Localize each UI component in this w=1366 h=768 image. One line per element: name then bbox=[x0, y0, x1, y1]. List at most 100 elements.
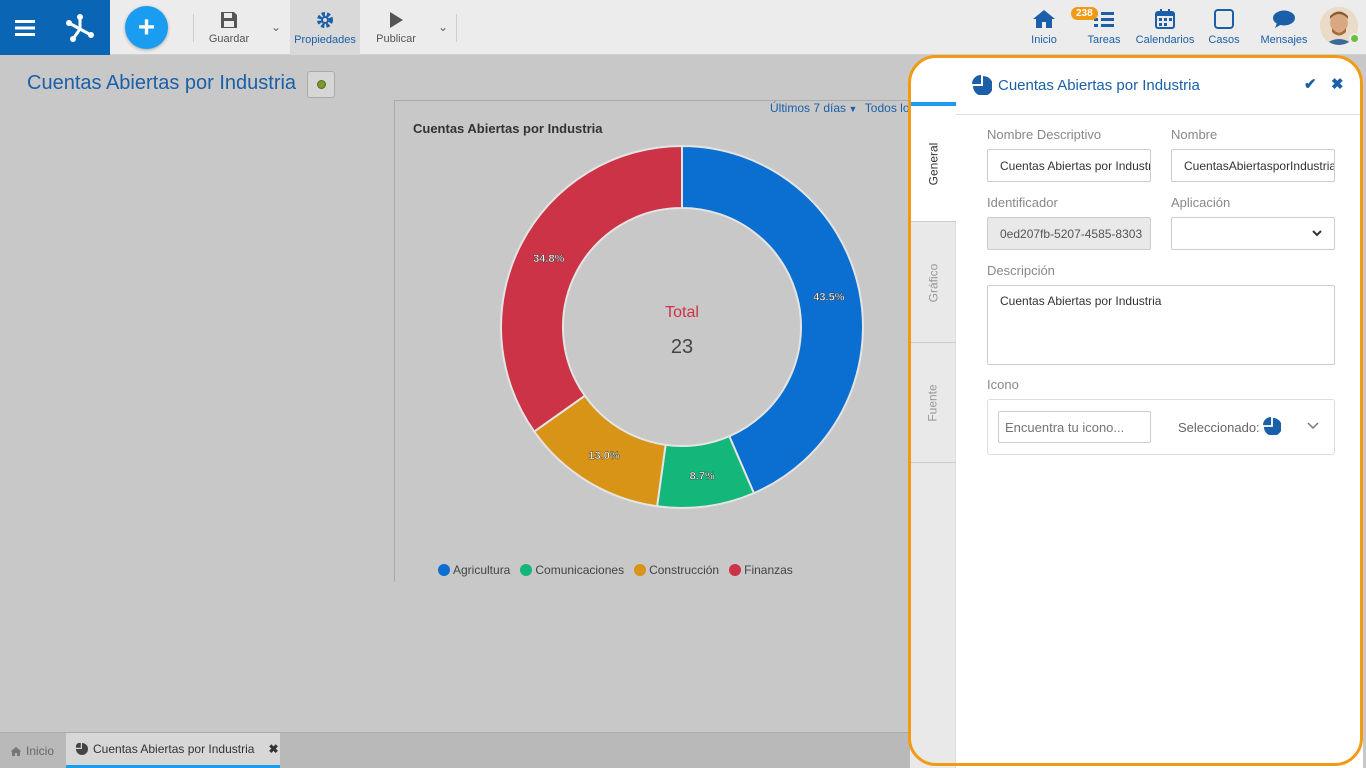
chevron-down-icon[interactable] bbox=[1307, 422, 1319, 430]
icon-selector: Seleccionado: bbox=[987, 399, 1335, 455]
icon-label: Icono bbox=[987, 377, 1019, 392]
publish-button[interactable]: Publicar bbox=[371, 0, 421, 55]
status-dot-icon bbox=[316, 80, 326, 89]
chart-panel bbox=[394, 100, 914, 582]
close-tab-icon[interactable]: ✖ bbox=[268, 742, 279, 756]
properties-title: Cuentas Abiertas por Industria bbox=[998, 77, 1200, 94]
online-status-dot bbox=[1349, 33, 1360, 44]
add-new-button[interactable]: + bbox=[125, 6, 168, 49]
donut-chart: 43.5% 8.7% 13.0% 34.8% Total 23 bbox=[500, 144, 864, 509]
floppy-disk-icon bbox=[221, 11, 237, 28]
icon-selected-label: Seleccionado: bbox=[1178, 420, 1260, 435]
publish-label: Publicar bbox=[376, 32, 416, 45]
toolbar-divider bbox=[193, 14, 194, 42]
properties-vertical-tabs: General Gráfico Fuente bbox=[910, 102, 956, 768]
status-indicator-button[interactable] bbox=[307, 71, 335, 98]
legend-label: Finanzas bbox=[744, 563, 793, 577]
slice-value-label: 13.0% bbox=[588, 450, 619, 462]
legend-item[interactable]: Finanzas bbox=[729, 563, 793, 577]
home-icon bbox=[10, 746, 22, 756]
top-bar: + Guardar ⌄ Propiedades Publicar ⌄ Inici… bbox=[0, 0, 1366, 55]
tab-fuente[interactable]: Fuente bbox=[910, 343, 956, 463]
bottom-tab-home-label: Inicio bbox=[26, 744, 55, 758]
bottom-tab-home[interactable]: Inicio bbox=[0, 733, 66, 768]
chart-legend: Agricultura Comunicaciones Construcción Fin… bbox=[438, 563, 803, 577]
app-logo[interactable] bbox=[50, 0, 110, 55]
donut-center-label: Total bbox=[665, 304, 699, 321]
nav-home-label: Inicio bbox=[1031, 34, 1057, 46]
confirm-check-icon[interactable]: ✔ bbox=[1304, 76, 1317, 93]
page-title: Cuentas Abiertas por Industria bbox=[27, 72, 297, 94]
name-label: Nombre bbox=[1171, 127, 1218, 142]
chart-title: Cuentas Abiertas por Industria bbox=[413, 121, 603, 136]
nav-messages[interactable]: Mensajes bbox=[1258, 0, 1310, 55]
bottom-tab-bar: Inicio Cuentas Abiertas por Industria ✖ bbox=[0, 732, 910, 768]
donut-slice-finanzas[interactable] bbox=[500, 144, 683, 433]
save-button[interactable]: Guardar bbox=[204, 0, 254, 55]
publish-dropdown-chevron-icon[interactable]: ⌄ bbox=[438, 20, 449, 34]
close-icon[interactable]: ✖ bbox=[1331, 76, 1344, 93]
save-label: Guardar bbox=[208, 32, 250, 45]
selected-pie-chart-icon bbox=[1263, 417, 1281, 435]
chevron-down-icon bbox=[1312, 230, 1322, 237]
identifier-input[interactable]: 0ed207fb-5207-4585-8303 bbox=[987, 217, 1151, 250]
identifier-label: Identificador bbox=[987, 195, 1058, 210]
properties-label: Propiedades bbox=[294, 33, 356, 46]
calendar-icon bbox=[1155, 9, 1175, 29]
slice-value-label: 43.5% bbox=[813, 292, 844, 304]
menu-icon bbox=[15, 19, 35, 36]
icon-search-input[interactable] bbox=[998, 411, 1151, 443]
legend-item[interactable]: Agricultura bbox=[438, 563, 510, 577]
tab-grafico[interactable]: Gráfico bbox=[910, 223, 956, 343]
name-input[interactable]: CuentasAbiertasporIndustria bbox=[1171, 149, 1335, 182]
properties-button[interactable]: Propiedades bbox=[290, 0, 360, 55]
donut-slice-agricultura[interactable] bbox=[681, 144, 864, 495]
nav-tasks[interactable]: Tareas bbox=[1082, 0, 1126, 55]
legend-label: Construcción bbox=[649, 563, 720, 577]
descriptive-name-input[interactable]: Cuentas Abiertas por Industria bbox=[987, 149, 1151, 182]
case-icon bbox=[1214, 9, 1234, 29]
scope-filter[interactable]: Todos los bbox=[864, 101, 910, 115]
nav-calendars-label: Calendarios bbox=[1135, 34, 1195, 46]
legend-item[interactable]: Construcción bbox=[634, 563, 719, 577]
slice-value-label: 34.8% bbox=[533, 253, 564, 265]
hamburger-menu-button[interactable] bbox=[0, 0, 50, 55]
bottom-tab-active-label: Cuentas Abiertas por Industria bbox=[93, 742, 255, 756]
gear-icon bbox=[317, 11, 333, 28]
play-icon bbox=[390, 11, 403, 28]
legend-label: Comunicaciones bbox=[535, 563, 625, 577]
logo-icon bbox=[66, 13, 94, 42]
application-label: Aplicación bbox=[1171, 195, 1231, 210]
pie-chart-icon bbox=[76, 743, 88, 755]
plus-icon: + bbox=[137, 10, 156, 44]
properties-panel: General Gráfico Fuente Cuentas Abiertas … bbox=[910, 57, 1363, 768]
application-select[interactable] bbox=[1171, 217, 1335, 250]
period-filter[interactable]: Últimos 7 días ▼ bbox=[770, 101, 857, 115]
nav-cases[interactable]: Casos bbox=[1204, 0, 1244, 55]
period-filter-label: Últimos 7 días bbox=[770, 101, 847, 115]
nav-tasks-label: Tareas bbox=[1087, 34, 1121, 46]
home-icon bbox=[1033, 10, 1055, 28]
properties-header: Cuentas Abiertas por Industria ✔ ✖ bbox=[956, 57, 1363, 115]
tab-fuente-label: Fuente bbox=[925, 383, 940, 422]
tasks-count-badge: 238 bbox=[1071, 7, 1098, 20]
tab-general-label: General bbox=[925, 142, 940, 185]
pie-chart-icon bbox=[972, 75, 992, 95]
slice-value-label: 8.7% bbox=[690, 471, 715, 483]
description-label: Descripción bbox=[987, 263, 1055, 278]
nav-messages-label: Mensajes bbox=[1260, 34, 1308, 46]
description-textarea[interactable]: Cuentas Abiertas por Industria bbox=[987, 285, 1335, 365]
nav-home[interactable]: Inicio bbox=[1022, 0, 1066, 55]
nav-calendars[interactable]: Calendarios bbox=[1134, 0, 1196, 55]
legend-color-dot bbox=[520, 564, 533, 576]
save-dropdown-chevron-icon[interactable]: ⌄ bbox=[271, 20, 282, 34]
legend-label: Agricultura bbox=[453, 563, 511, 577]
chart-filters: Últimos 7 días ▼ Todos los bbox=[770, 101, 910, 115]
bottom-tab-active[interactable]: Cuentas Abiertas por Industria ✖ bbox=[66, 733, 280, 768]
chevron-down-icon: ▼ bbox=[846, 104, 858, 114]
tab-general[interactable]: General bbox=[910, 102, 956, 222]
legend-item[interactable]: Comunicaciones bbox=[520, 563, 624, 577]
toolbar-divider bbox=[456, 14, 457, 42]
donut-center-value: 23 bbox=[671, 336, 693, 358]
nav-cases-label: Casos bbox=[1208, 34, 1240, 46]
